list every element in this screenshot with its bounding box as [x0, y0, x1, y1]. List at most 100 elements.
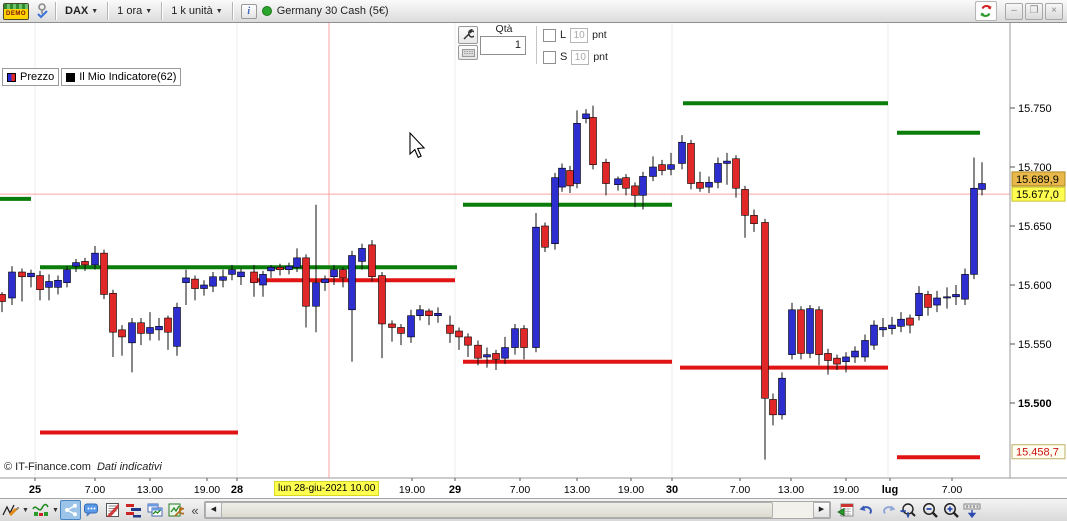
candle[interactable]	[191, 278, 199, 289]
candle[interactable]	[312, 282, 320, 307]
candle[interactable]	[416, 309, 424, 316]
candle[interactable]	[888, 324, 896, 329]
close-button[interactable]: ×	[1045, 2, 1063, 20]
go-to-date-button[interactable]	[835, 500, 856, 520]
candle[interactable]	[687, 143, 695, 184]
candle[interactable]	[54, 279, 62, 288]
candle[interactable]	[622, 177, 630, 189]
candle[interactable]	[788, 309, 796, 355]
candle[interactable]	[631, 185, 639, 196]
candle[interactable]	[250, 271, 258, 283]
draw-tool-button[interactable]	[0, 500, 21, 520]
candle[interactable]	[182, 277, 190, 283]
candle[interactable]	[27, 272, 35, 278]
candle[interactable]	[36, 275, 44, 291]
candle[interactable]	[667, 164, 675, 170]
candle[interactable]	[714, 163, 722, 183]
candle[interactable]	[861, 340, 869, 358]
candle[interactable]	[397, 327, 405, 334]
candle[interactable]	[237, 271, 245, 278]
candle[interactable]	[602, 161, 610, 184]
legend-price-chip[interactable]: Prezzo	[2, 68, 60, 86]
draw-tool-caret[interactable]: ▼	[22, 506, 29, 514]
candle[interactable]	[483, 354, 491, 358]
candle[interactable]	[45, 281, 53, 288]
stop-checkbox[interactable]	[543, 50, 556, 64]
candle[interactable]	[285, 265, 293, 270]
candle[interactable]	[259, 274, 267, 286]
candle[interactable]	[806, 308, 814, 354]
candle[interactable]	[961, 274, 969, 300]
zoom-in-button[interactable]	[940, 500, 961, 520]
refresh-button[interactable]	[975, 1, 997, 21]
candle[interactable]	[276, 266, 284, 270]
candle[interactable]	[164, 317, 172, 333]
candle[interactable]	[952, 294, 960, 298]
candle[interactable]	[833, 357, 841, 365]
candle[interactable]	[501, 347, 509, 359]
limit-checkbox[interactable]	[543, 28, 556, 42]
candle[interactable]	[358, 248, 366, 262]
candle[interactable]	[551, 177, 559, 244]
limit-points-input[interactable]: 10	[570, 27, 589, 43]
candle[interactable]	[723, 160, 731, 164]
candle[interactable]	[146, 327, 154, 334]
keyboard-button[interactable]	[458, 45, 478, 60]
candle[interactable]	[541, 225, 549, 248]
candle[interactable]	[614, 178, 622, 186]
candle[interactable]	[696, 182, 704, 189]
pin-icon[interactable]	[35, 3, 49, 19]
candle[interactable]	[446, 324, 454, 334]
candle[interactable]	[81, 261, 89, 266]
candle[interactable]	[267, 266, 275, 272]
candle[interactable]	[330, 269, 338, 278]
info-icon[interactable]: i	[240, 3, 257, 19]
candle[interactable]	[897, 318, 905, 327]
candle[interactable]	[492, 353, 500, 360]
candle[interactable]	[815, 309, 823, 355]
candle[interactable]	[558, 167, 566, 188]
candle[interactable]	[228, 269, 236, 275]
scroll-right-arrow[interactable]: ▶	[813, 502, 830, 518]
candle[interactable]	[705, 182, 713, 188]
candle[interactable]	[797, 309, 805, 354]
candle[interactable]	[915, 292, 923, 316]
scroll-left-arrow[interactable]: ◀	[205, 502, 222, 518]
news-button[interactable]	[102, 500, 123, 520]
candle[interactable]	[778, 377, 786, 416]
candle[interactable]	[219, 276, 227, 281]
candle[interactable]	[72, 262, 80, 267]
candle[interactable]	[589, 117, 597, 165]
candle[interactable]	[209, 276, 217, 287]
candle[interactable]	[302, 257, 310, 307]
chat-button[interactable]	[81, 500, 102, 520]
candle[interactable]	[0, 294, 6, 302]
candle[interactable]	[649, 166, 657, 177]
quantity-input[interactable]: 1	[480, 36, 526, 55]
candle[interactable]	[573, 123, 581, 184]
candle[interactable]	[924, 294, 932, 308]
candle[interactable]	[155, 325, 163, 331]
candle[interactable]	[18, 271, 26, 278]
candle[interactable]	[532, 226, 540, 348]
candle[interactable]	[109, 292, 117, 333]
symbol-dropdown[interactable]: DAX ▼	[60, 1, 103, 21]
candle[interactable]	[378, 275, 386, 325]
order-book-button[interactable]	[123, 500, 144, 520]
candle[interactable]	[639, 176, 647, 196]
axis-settings-button[interactable]	[961, 500, 982, 520]
share-button[interactable]	[60, 500, 81, 520]
candle[interactable]	[520, 328, 528, 348]
candle[interactable]	[741, 189, 749, 216]
candle[interactable]	[750, 215, 758, 224]
order-settings-button[interactable]	[458, 26, 478, 44]
stop-points-input[interactable]: 10	[571, 49, 590, 65]
candle[interactable]	[474, 344, 482, 359]
candle[interactable]	[842, 356, 850, 363]
chart-horizontal-scrollbar[interactable]: ◀ ▶	[204, 501, 831, 519]
candle[interactable]	[388, 323, 396, 328]
redo-button[interactable]	[877, 500, 898, 520]
chart-options-button[interactable]	[165, 500, 186, 520]
candle[interactable]	[200, 284, 208, 289]
